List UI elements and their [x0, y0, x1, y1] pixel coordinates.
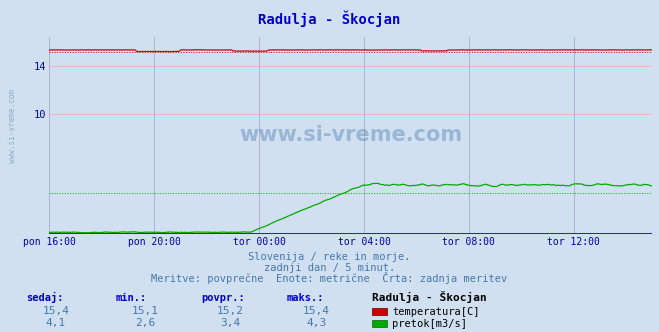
Text: pretok[m3/s]: pretok[m3/s] [392, 319, 467, 329]
Text: min.:: min.: [115, 293, 146, 303]
Text: 3,4: 3,4 [221, 318, 241, 328]
Text: maks.:: maks.: [287, 293, 324, 303]
Text: Meritve: povprečne  Enote: metrične  Črta: zadnja meritev: Meritve: povprečne Enote: metrične Črta:… [152, 272, 507, 284]
Text: 4,3: 4,3 [306, 318, 326, 328]
Text: 15,2: 15,2 [217, 306, 244, 316]
Text: 4,1: 4,1 [46, 318, 66, 328]
Text: Radulja - Škocjan: Radulja - Škocjan [372, 291, 487, 303]
Text: zadnji dan / 5 minut.: zadnji dan / 5 minut. [264, 263, 395, 273]
Text: temperatura[C]: temperatura[C] [392, 307, 480, 317]
Text: www.si-vreme.com: www.si-vreme.com [8, 89, 17, 163]
Text: Slovenija / reke in morje.: Slovenija / reke in morje. [248, 252, 411, 262]
Text: 15,4: 15,4 [43, 306, 69, 316]
Text: 15,1: 15,1 [132, 306, 158, 316]
Text: sedaj:: sedaj: [26, 292, 64, 303]
Text: www.si-vreme.com: www.si-vreme.com [239, 125, 463, 145]
Text: 15,4: 15,4 [303, 306, 330, 316]
Text: Radulja - Škocjan: Radulja - Škocjan [258, 11, 401, 27]
Text: 2,6: 2,6 [135, 318, 155, 328]
Text: povpr.:: povpr.: [201, 293, 244, 303]
